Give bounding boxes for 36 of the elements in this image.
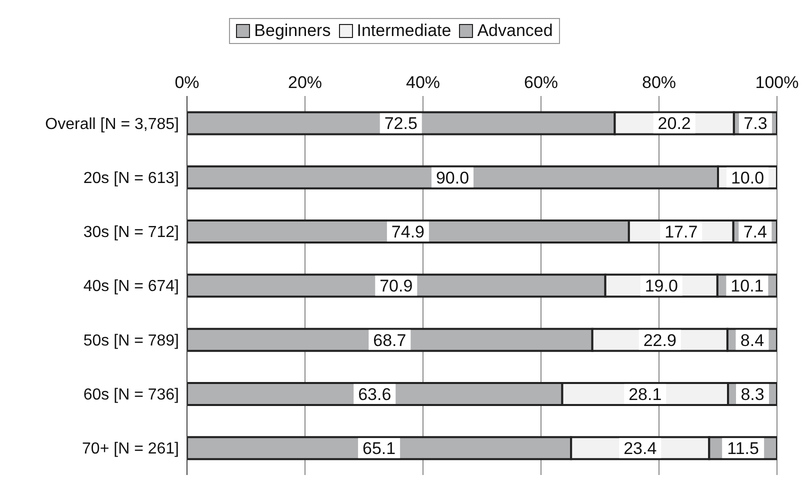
data-label: 63.6 bbox=[358, 384, 392, 404]
data-label: 10.0 bbox=[730, 168, 764, 188]
legend-label: Beginners bbox=[253, 21, 331, 41]
x-tick-label: 80% bbox=[642, 73, 676, 92]
data-label: 74.9 bbox=[391, 222, 424, 242]
data-label: 22.9 bbox=[643, 330, 676, 350]
data-label: 11.5 bbox=[727, 439, 759, 458]
x-tick-label: 20% bbox=[288, 73, 322, 92]
data-label: 17.7 bbox=[664, 222, 698, 242]
x-tick-label: 0% bbox=[174, 73, 200, 92]
data-label: 28.1 bbox=[628, 384, 662, 404]
data-label: 72.5 bbox=[384, 114, 418, 134]
y-tick-label: 30s [N = 712] bbox=[83, 224, 179, 242]
data-label: 65.1 bbox=[362, 439, 396, 458]
data-label: 70.9 bbox=[380, 276, 413, 296]
data-label: 7.3 bbox=[744, 114, 768, 134]
x-tick-label: 100% bbox=[755, 73, 799, 92]
data-label: 68.7 bbox=[373, 330, 406, 350]
y-tick-label: 50s [N = 789] bbox=[83, 332, 179, 350]
x-tick-label: 40% bbox=[406, 73, 440, 92]
x-tick-label: 60% bbox=[524, 73, 558, 92]
data-label: 20.2 bbox=[658, 114, 691, 134]
legend-label: Advanced bbox=[476, 21, 553, 41]
data-label: 90.0 bbox=[436, 168, 470, 188]
y-tick-label: 60s [N = 736] bbox=[83, 386, 179, 404]
data-label: 7.4 bbox=[743, 222, 767, 242]
data-label: 19.0 bbox=[644, 276, 678, 296]
data-label: 10.1 bbox=[730, 276, 764, 296]
y-tick-label: 20s [N = 613] bbox=[83, 170, 179, 187]
legend-label: Intermediate bbox=[356, 21, 452, 41]
y-tick-label: Overall [N = 3,785] bbox=[45, 116, 179, 133]
y-tick-label: 70+ [N = 261] bbox=[82, 440, 179, 458]
y-tick-label: 40s [N = 674] bbox=[83, 278, 179, 296]
data-label: 23.4 bbox=[624, 439, 657, 458]
data-label: 8.3 bbox=[740, 384, 764, 404]
data-label: 8.4 bbox=[740, 330, 764, 350]
